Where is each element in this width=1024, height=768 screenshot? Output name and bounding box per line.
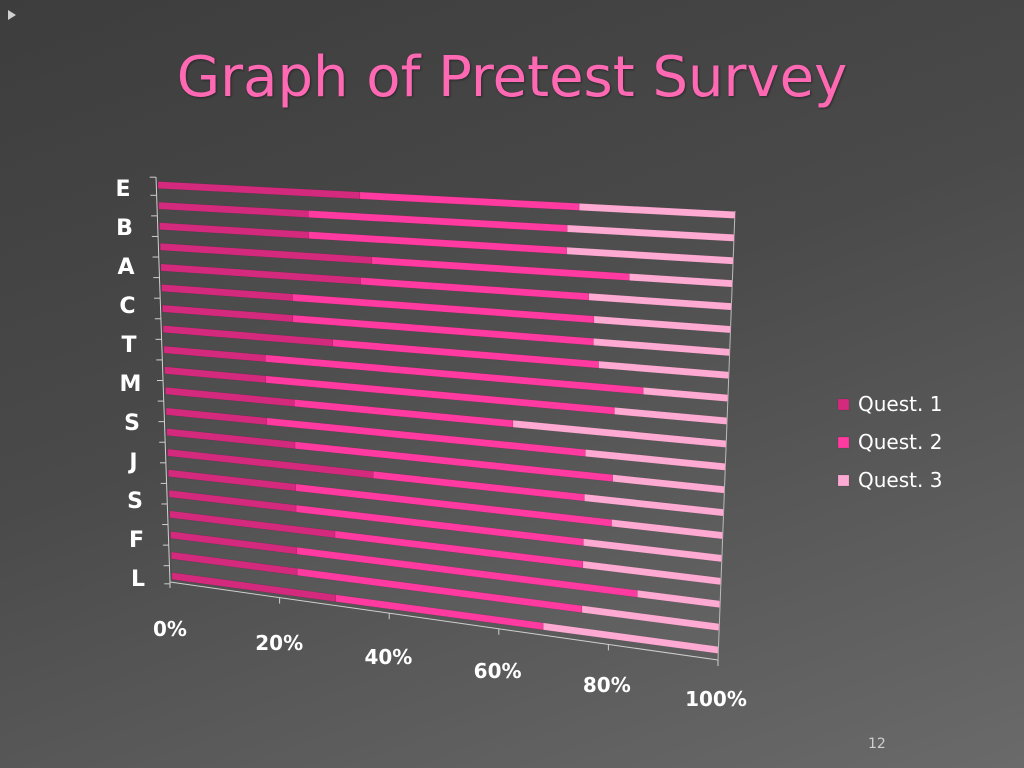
y-tick-label: C bbox=[119, 294, 135, 319]
y-tick-label: S bbox=[127, 489, 143, 514]
bar-segment bbox=[584, 493, 724, 517]
bar-segment bbox=[581, 605, 720, 631]
bar-segment bbox=[566, 246, 734, 265]
bar-segment bbox=[593, 338, 730, 357]
x-tick-label: 60% bbox=[474, 659, 522, 683]
bar-segment bbox=[611, 519, 723, 540]
y-tick-label: T bbox=[121, 333, 136, 358]
y-tick-label: E bbox=[115, 177, 130, 202]
bar-segment bbox=[583, 538, 722, 563]
y-tick-label: L bbox=[131, 567, 145, 592]
y-tick-label: F bbox=[129, 528, 144, 553]
legend-label: Quest. 1 bbox=[858, 392, 942, 416]
bar-segment bbox=[566, 224, 735, 242]
bar-segment bbox=[588, 292, 732, 311]
bar-segment bbox=[593, 315, 731, 334]
x-tick-label: 40% bbox=[364, 645, 412, 669]
x-tick-label: 100% bbox=[685, 687, 747, 711]
bar-segment bbox=[598, 360, 729, 380]
y-tick-label: J bbox=[127, 450, 137, 475]
bar-segment bbox=[629, 273, 733, 288]
x-tick-label: 0% bbox=[153, 617, 187, 641]
x-tick-label: 20% bbox=[255, 631, 303, 655]
legend-swatch bbox=[837, 436, 850, 449]
legend-swatch bbox=[837, 474, 850, 487]
bar-segment bbox=[614, 407, 728, 425]
bar-segment bbox=[578, 203, 736, 219]
y-tick-label: M bbox=[120, 372, 142, 397]
bar-segment bbox=[582, 560, 721, 586]
slide-bullet-icon bbox=[8, 10, 16, 20]
y-axis-line bbox=[155, 176, 171, 583]
bar-segment bbox=[585, 449, 726, 471]
bar-segment bbox=[637, 590, 721, 608]
bar-segment bbox=[512, 419, 727, 448]
page-title: Graph of Pretest Survey bbox=[176, 45, 848, 110]
legend-label: Quest. 2 bbox=[858, 430, 942, 454]
y-tick-label: A bbox=[117, 255, 134, 280]
legend-swatch bbox=[837, 398, 850, 411]
x-tick-label: 80% bbox=[583, 673, 631, 697]
y-tick-label: B bbox=[116, 216, 133, 241]
legend-label: Quest. 3 bbox=[858, 468, 942, 492]
slide-number: 12 bbox=[868, 736, 886, 752]
bar-segment bbox=[543, 622, 719, 654]
bar-segment bbox=[643, 387, 729, 402]
y-tick-label: S bbox=[124, 411, 140, 436]
x-axis-line bbox=[169, 581, 719, 661]
bar-segment bbox=[612, 474, 725, 494]
